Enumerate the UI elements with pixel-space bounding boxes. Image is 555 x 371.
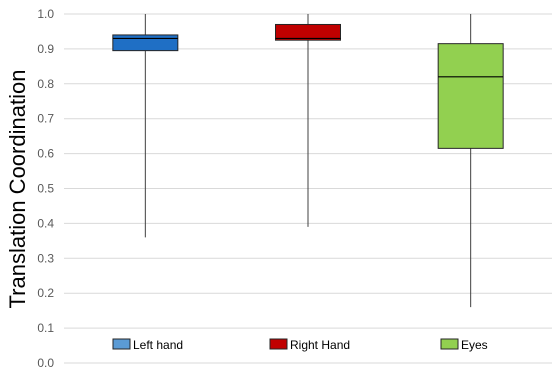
- y-axis-tick-labels: 0.0 0.1 0.2 0.3 0.4 0.5 0.6 0.7 0.8 0.9 1.0: [37, 7, 54, 370]
- legend-label: Right Hand: [290, 338, 350, 352]
- legend-item: Right Hand: [269, 338, 350, 352]
- legend: Left hand Right Hand Eyes: [112, 338, 488, 352]
- y-tick-label: 1.0: [37, 7, 54, 21]
- y-tick-label: 0.0: [37, 356, 54, 370]
- legend-swatch: [269, 338, 288, 350]
- legend-swatch: [440, 338, 459, 350]
- y-tick-label: 0.5: [37, 182, 54, 196]
- box-iqr: [437, 43, 504, 149]
- box-iqr: [112, 34, 179, 52]
- y-tick-label: 0.8: [37, 77, 54, 91]
- y-tick-label: 0.4: [37, 216, 54, 230]
- legend-item: Left hand: [112, 338, 183, 352]
- box-left-hand: [112, 14, 179, 238]
- legend-label: Left hand: [133, 338, 183, 352]
- box-iqr: [275, 23, 341, 41]
- box-eyes: [437, 14, 504, 308]
- y-tick-label: 0.6: [37, 147, 54, 161]
- legend-label: Eyes: [461, 338, 488, 352]
- boxes: [112, 14, 504, 308]
- y-tick-label: 0.1: [37, 321, 54, 335]
- y-tick-label: 0.9: [37, 42, 54, 56]
- legend-item: Eyes: [440, 338, 488, 352]
- y-tick-label: 0.2: [37, 286, 54, 300]
- legend-swatch: [112, 338, 131, 350]
- y-axis-title: Translation Coordination: [5, 70, 30, 309]
- y-tick-label: 0.3: [37, 251, 54, 265]
- y-tick-label: 0.7: [37, 112, 54, 126]
- box-right-hand: [275, 14, 341, 227]
